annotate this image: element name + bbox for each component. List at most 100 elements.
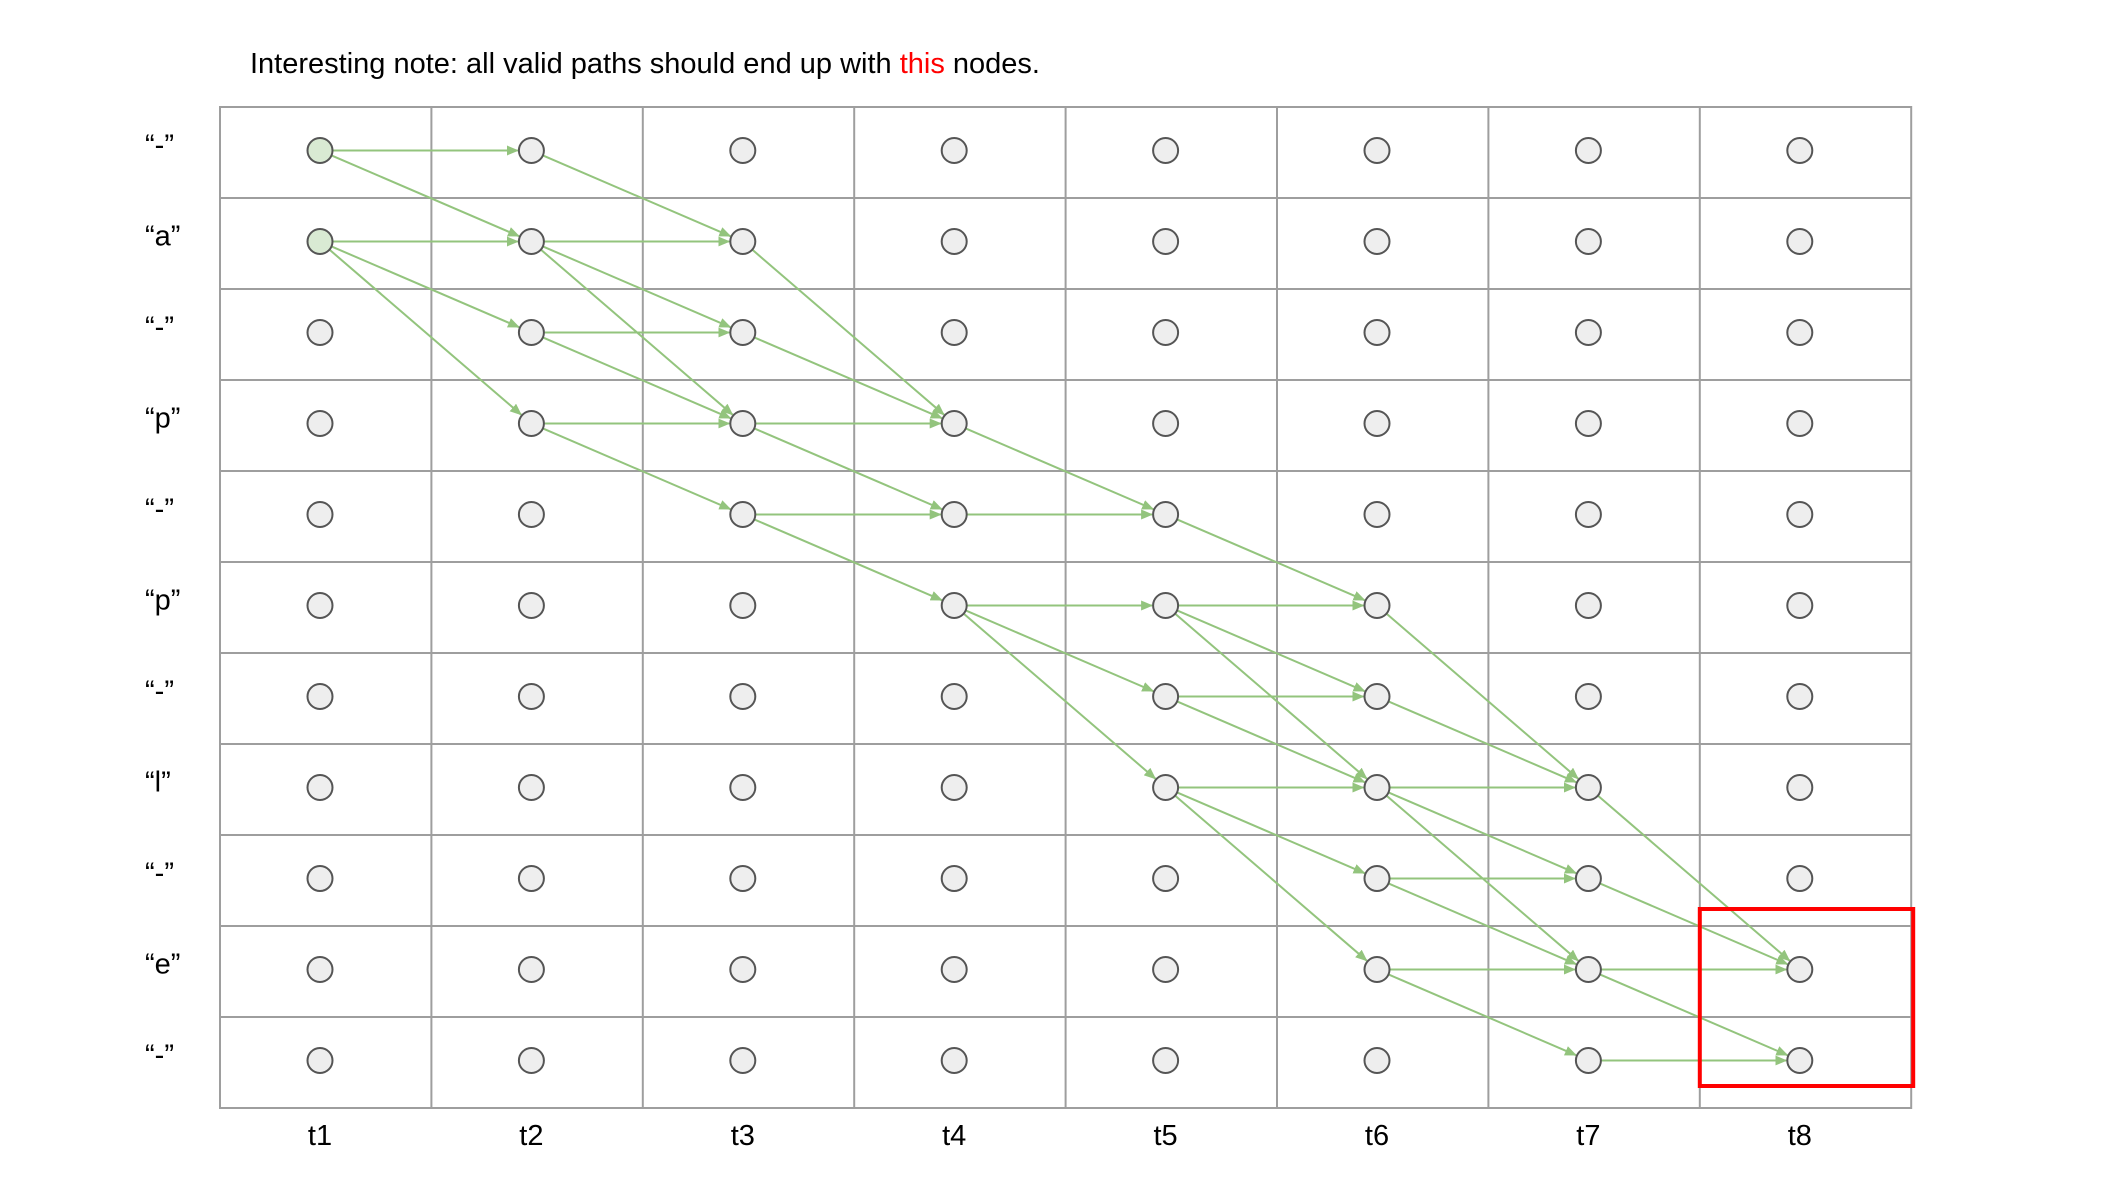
- edge-arrow: [753, 518, 943, 602]
- trellis-node: [1152, 319, 1180, 346]
- trellis-node: [1574, 1047, 1602, 1074]
- trellis-node: [940, 592, 968, 619]
- edge-arrow: [1388, 882, 1577, 966]
- trellis-node: [1363, 774, 1391, 801]
- trellis-node: [306, 501, 334, 528]
- trellis-node: [517, 228, 545, 255]
- trellis-node: [517, 774, 545, 801]
- row-label: “-”: [145, 676, 174, 708]
- edge-arrow: [1176, 791, 1366, 875]
- trellis-node: [306, 865, 334, 892]
- trellis-node: [306, 137, 334, 164]
- note-prefix: Interesting note: all valid paths should…: [250, 48, 900, 80]
- trellis-node: [517, 137, 545, 164]
- edge-arrow: [542, 245, 732, 329]
- note-suffix: nodes.: [944, 48, 1040, 80]
- edge-arrow: [1599, 973, 1789, 1057]
- trellis-node: [517, 319, 545, 346]
- trellis-node: [940, 774, 968, 801]
- trellis-node: [729, 592, 757, 619]
- trellis-node: [306, 1047, 334, 1074]
- edge-arrow: [1176, 700, 1366, 784]
- edge-arrow: [328, 248, 522, 416]
- trellis-node: [940, 319, 968, 346]
- edge-arrow: [542, 154, 732, 238]
- trellis-node: [1152, 410, 1180, 437]
- highlight: [1697, 907, 1916, 1088]
- trellis-node: [940, 501, 968, 528]
- trellis-node: [1363, 956, 1391, 983]
- trellis-node: [729, 1047, 757, 1074]
- trellis-node: [1363, 683, 1391, 710]
- trellis-node: [306, 774, 334, 801]
- trellis-node: [1574, 319, 1602, 346]
- edge-arrow: [965, 609, 1155, 693]
- trellis-node: [729, 865, 757, 892]
- trellis-node: [1786, 865, 1814, 892]
- row-label: “-”: [145, 130, 174, 162]
- trellis-node: [1574, 137, 1602, 164]
- trellis-node: [306, 319, 334, 346]
- column-label: t1: [308, 1120, 332, 1152]
- edge-arrow: [751, 248, 945, 416]
- edge-arrow: [542, 427, 732, 511]
- trellis-node: [729, 683, 757, 710]
- trellis-node: [306, 956, 334, 983]
- trellis-node: [729, 228, 757, 255]
- trellis-node: [1363, 1047, 1391, 1074]
- trellis-node: [1152, 956, 1180, 983]
- trellis-node: [1574, 865, 1602, 892]
- edge-arrow: [1176, 518, 1366, 602]
- trellis-node: [1152, 228, 1180, 255]
- row-label: “p”: [145, 403, 180, 435]
- row-label: “l”: [145, 767, 171, 799]
- trellis-node: [1574, 683, 1602, 710]
- trellis-node: [1363, 592, 1391, 619]
- trellis-node: [517, 592, 545, 619]
- highlight-box: [1697, 907, 1916, 1088]
- row-label: “a”: [145, 221, 180, 253]
- trellis-node: [1363, 410, 1391, 437]
- trellis-node: [1574, 501, 1602, 528]
- column-label: t2: [519, 1120, 543, 1152]
- trellis-node: [1574, 774, 1602, 801]
- trellis-node: [1786, 501, 1814, 528]
- trellis-node: [1786, 410, 1814, 437]
- trellis-node: [1574, 592, 1602, 619]
- trellis-node: [1786, 592, 1814, 619]
- column-label: t5: [1154, 1120, 1178, 1152]
- note-highlight-word: this: [899, 48, 945, 80]
- edge-arrow: [1385, 612, 1579, 780]
- trellis-node: [729, 774, 757, 801]
- trellis-node: [729, 319, 757, 346]
- trellis-node: [517, 501, 545, 528]
- trellis-node: [940, 956, 968, 983]
- edge-arrow: [542, 336, 732, 420]
- trellis-node: [1363, 137, 1391, 164]
- trellis-node: [940, 683, 968, 710]
- column-label: t7: [1576, 1120, 1600, 1152]
- column-label: t3: [731, 1120, 755, 1152]
- edge-arrow: [331, 245, 520, 329]
- trellis-node: [517, 956, 545, 983]
- trellis-node: [1574, 956, 1602, 983]
- edge-arrow: [1176, 609, 1366, 693]
- edge-arrow: [965, 427, 1155, 511]
- trellis-node: [517, 865, 545, 892]
- column-label: t6: [1365, 1120, 1389, 1152]
- edge-arrow: [963, 612, 1157, 780]
- nodes: [306, 137, 1814, 1074]
- trellis-node: [1786, 228, 1814, 255]
- trellis-node: [1152, 774, 1180, 801]
- row-label: “-”: [145, 494, 174, 526]
- edge-arrow: [331, 154, 520, 238]
- trellis-node: [1786, 774, 1814, 801]
- trellis-node: [306, 228, 334, 255]
- edge-arrow: [1388, 700, 1577, 784]
- edge-arrow: [1388, 791, 1577, 875]
- edge-arrow: [1174, 794, 1368, 962]
- trellis-node: [1363, 865, 1391, 892]
- trellis-node: [517, 683, 545, 710]
- trellis-node: [1574, 410, 1602, 437]
- trellis-node: [306, 410, 334, 437]
